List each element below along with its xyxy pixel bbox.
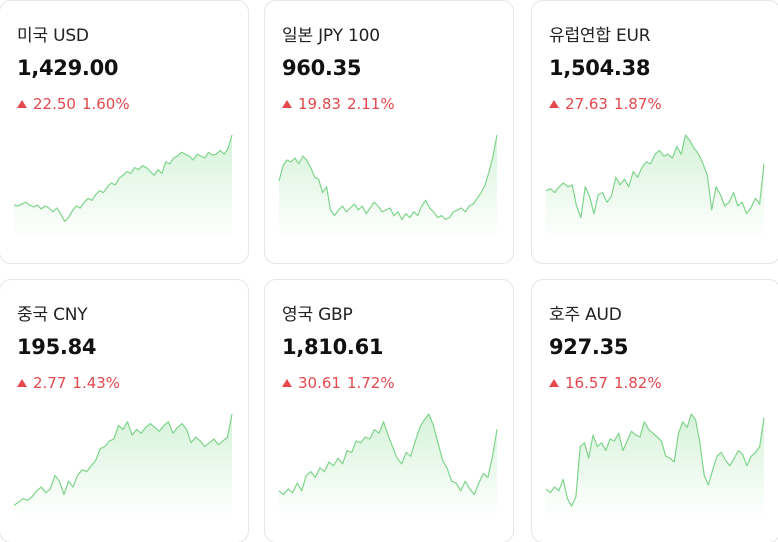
triangle-up-icon [549, 379, 559, 387]
currency-price: 1,504.38 [549, 56, 651, 80]
sparkline-area [279, 414, 497, 518]
triangle-up-icon [17, 379, 27, 387]
currency-card-gbp[interactable]: 영국 GBP 1,810.61 30.61 1.72% [264, 279, 514, 542]
sparkline-line [278, 134, 498, 221]
triangle-up-icon [549, 100, 559, 108]
currency-price: 195.84 [17, 335, 97, 359]
sparkline-area [279, 135, 497, 239]
triangle-up-icon [282, 100, 292, 108]
currency-card-jpy[interactable]: 일본 JPY 100 960.35 19.83 2.11% [264, 0, 514, 264]
currency-name: 미국 USD [17, 26, 89, 46]
sparkline-line [13, 413, 233, 506]
change-amount: 16.57 [565, 374, 608, 392]
currency-price: 1,429.00 [17, 56, 119, 80]
change-percent: 1.87% [613, 95, 662, 113]
currency-change: 2.77 1.43% [17, 374, 120, 392]
currency-price: 960.35 [282, 56, 362, 80]
sparkline-chart [545, 413, 765, 518]
change-amount: 30.61 [298, 374, 341, 392]
sparkline-area [14, 135, 232, 239]
currency-card-eur[interactable]: 유럽연합 EUR 1,504.38 27.63 1.87% [531, 0, 778, 264]
change-amount: 2.77 [33, 374, 67, 392]
sparkline-chart [545, 134, 765, 239]
currency-card-aud[interactable]: 호주 AUD 927.35 16.57 1.82% [531, 279, 778, 542]
change-percent: 1.82% [613, 374, 662, 392]
currency-change: 19.83 2.11% [282, 95, 395, 113]
sparkline-line [545, 413, 765, 507]
currency-name: 호주 AUD [549, 305, 622, 325]
change-amount: 19.83 [298, 95, 341, 113]
currency-change: 22.50 1.60% [17, 95, 130, 113]
sparkline-area [546, 135, 764, 239]
sparkline-chart [278, 413, 498, 518]
change-percent: 1.60% [81, 95, 130, 113]
currency-change: 27.63 1.87% [549, 95, 662, 113]
sparkline-chart [13, 134, 233, 239]
currency-name: 영국 GBP [282, 305, 353, 325]
currency-card-cny[interactable]: 중국 CNY 195.84 2.77 1.43% [0, 279, 249, 542]
change-percent: 2.11% [346, 95, 395, 113]
currency-name: 중국 CNY [17, 305, 88, 325]
triangle-up-icon [17, 100, 27, 108]
sparkline-line [13, 134, 233, 222]
currency-name: 유럽연합 EUR [549, 26, 651, 46]
change-percent: 1.43% [72, 374, 121, 392]
sparkline-chart [278, 134, 498, 239]
currency-price: 927.35 [549, 335, 629, 359]
currency-change: 16.57 1.82% [549, 374, 662, 392]
currency-card-usd[interactable]: 미국 USD 1,429.00 22.50 1.60% [0, 0, 249, 264]
sparkline-area [14, 414, 232, 518]
currency-change: 30.61 1.72% [282, 374, 395, 392]
sparkline-area [546, 414, 764, 518]
sparkline-line [545, 134, 765, 219]
triangle-up-icon [282, 379, 292, 387]
sparkline-chart [13, 413, 233, 518]
change-amount: 22.50 [33, 95, 76, 113]
currency-price: 1,810.61 [282, 335, 384, 359]
change-percent: 1.72% [346, 374, 395, 392]
sparkline-line [278, 413, 498, 496]
currency-name: 일본 JPY 100 [282, 26, 380, 46]
change-amount: 27.63 [565, 95, 608, 113]
